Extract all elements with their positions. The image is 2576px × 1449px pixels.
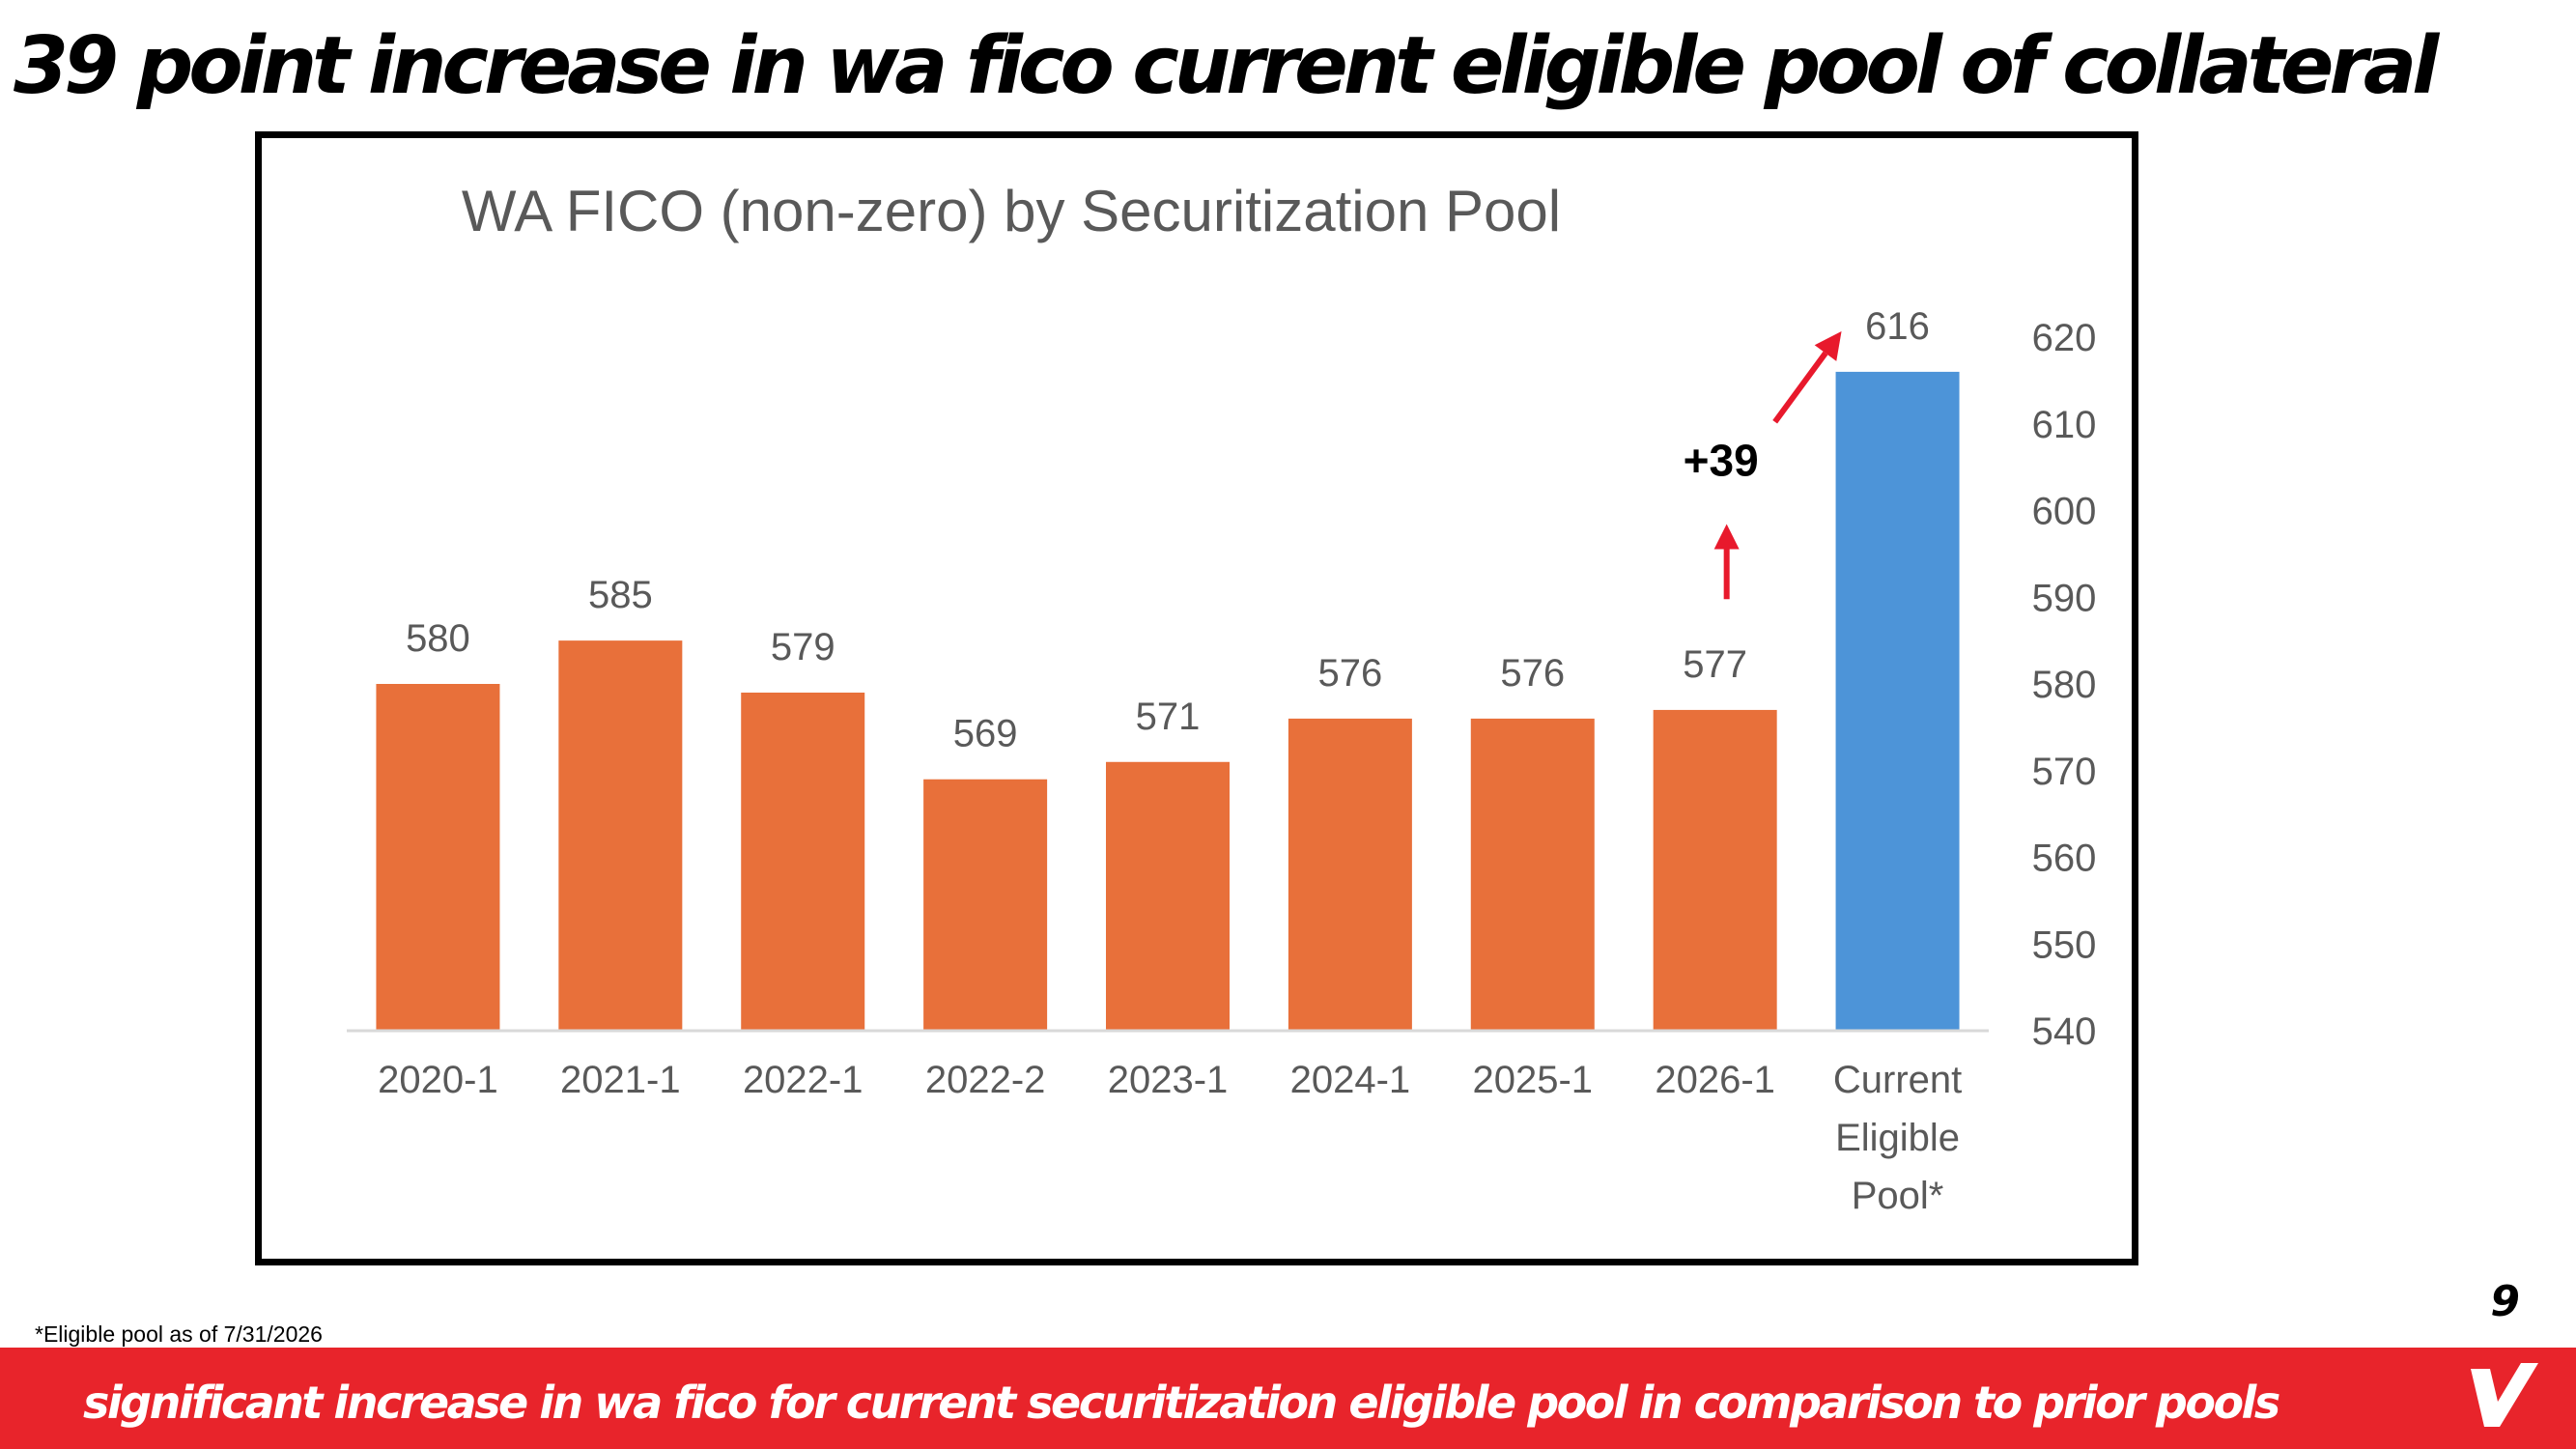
v-logo-icon — [2471, 1363, 2538, 1427]
footnote: *Eligible pool as of 7/31/2026 — [35, 1321, 323, 1347]
y-tick-label: 540 — [2032, 1010, 2097, 1053]
increase-annotation: +39 — [1684, 436, 1759, 486]
x-tick-label: 2022-2 — [925, 1059, 1046, 1101]
y-tick-label: 560 — [2032, 838, 2097, 880]
bar-9 — [1835, 371, 1960, 1031]
data-label: 576 — [1500, 652, 1565, 695]
data-label: 585 — [588, 574, 653, 616]
bar-3 — [741, 692, 865, 1031]
y-tick-label: 590 — [2032, 577, 2097, 619]
diagonal-arrow-shaft — [1772, 351, 1828, 424]
bar-2 — [558, 640, 683, 1031]
bar-6 — [1288, 718, 1412, 1031]
up-arrow-head — [1713, 524, 1740, 550]
x-tick-label: 2026-1 — [1655, 1059, 1775, 1101]
data-label: 577 — [1683, 643, 1747, 686]
data-label: 569 — [953, 713, 1018, 755]
x-tick-label: 2023-1 — [1108, 1059, 1229, 1101]
data-label: 580 — [406, 617, 470, 660]
chart-container: WA FICO (non-zero) by Securitization Poo… — [255, 131, 2138, 1265]
bar-5 — [1106, 761, 1230, 1031]
data-label: 616 — [1865, 305, 1930, 348]
x-tick-label: 2022-1 — [743, 1059, 863, 1101]
x-tick-label: 2024-1 — [1290, 1059, 1411, 1101]
y-tick-label: 600 — [2032, 491, 2097, 533]
y-tick-label: 620 — [2032, 317, 2097, 359]
footer-text: significant increase in wa fico for curr… — [83, 1377, 2280, 1429]
bar-8 — [1653, 709, 1777, 1031]
y-tick-label: 550 — [2032, 923, 2097, 966]
x-tick-label: 2021-1 — [560, 1059, 681, 1101]
page-number: 9 — [2490, 1277, 2520, 1326]
y-tick-label: 570 — [2032, 751, 2097, 793]
bar-1 — [376, 684, 500, 1031]
data-label: 571 — [1136, 696, 1201, 738]
bar-4 — [923, 779, 1048, 1031]
x-tick-label: 2025-1 — [1472, 1059, 1593, 1101]
y-tick-label: 580 — [2032, 664, 2097, 706]
x-tick-label: 2020-1 — [378, 1059, 498, 1101]
x-tick-label: Current Eligible Pool* — [1833, 1059, 1962, 1217]
bar-7 — [1470, 718, 1595, 1031]
data-label: 576 — [1318, 652, 1383, 695]
bar-chart: WA FICO (non-zero) by Securitization Poo… — [347, 179, 2097, 1217]
page-title: 39 point increase in wa fico current eli… — [14, 20, 2439, 112]
data-label: 579 — [771, 626, 835, 668]
y-tick-label: 610 — [2032, 404, 2097, 446]
chart-title: WA FICO (non-zero) by Securitization Poo… — [462, 179, 1561, 243]
diagonal-arrow-head — [1814, 331, 1842, 361]
footer-banner: significant increase in wa fico for curr… — [0, 1348, 2576, 1449]
